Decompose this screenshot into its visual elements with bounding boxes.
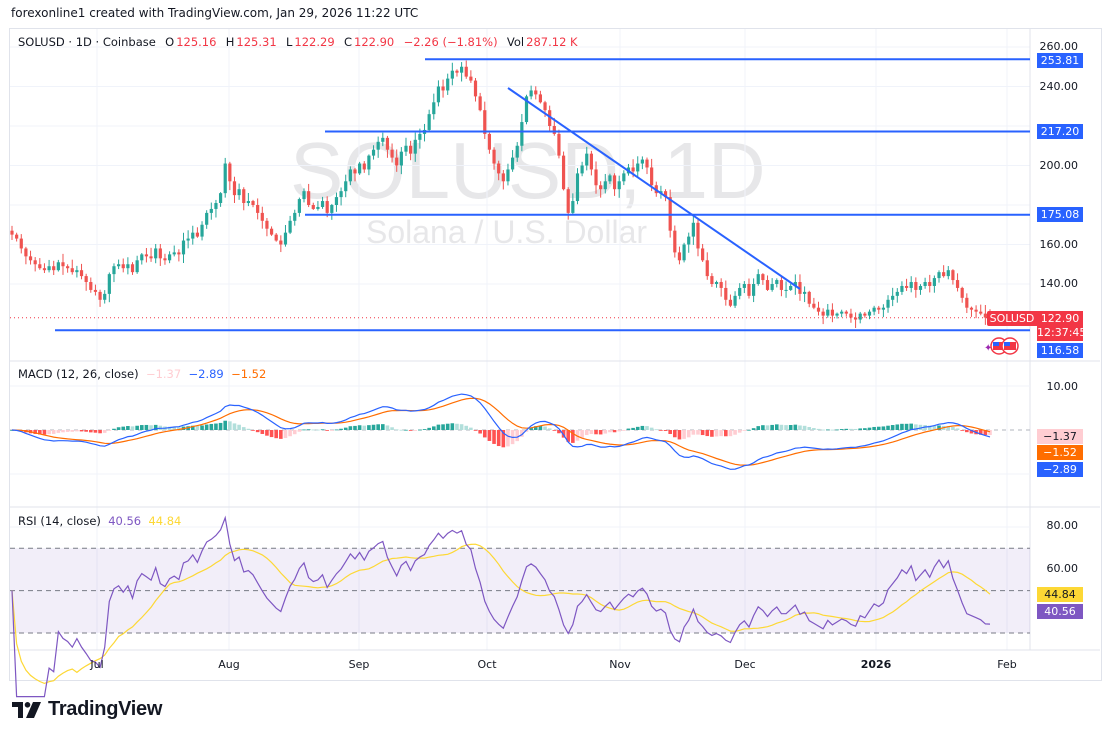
close-value: 122.90 <box>354 35 395 49</box>
time-tick-jul: Jul <box>90 658 104 671</box>
level-tag-217[interactable]: 217.20 <box>1037 124 1083 139</box>
rsi-tag: 40.56 <box>1037 604 1083 619</box>
macd-tick: 10.00 <box>1046 380 1079 393</box>
price-tick: 240.00 <box>1039 80 1079 93</box>
tradingview-logo-icon <box>12 701 41 718</box>
time-tick-dec: Dec <box>734 658 756 671</box>
tradingview-logo-text: TradingView <box>48 698 163 720</box>
level-tag-175[interactable]: 175.08 <box>1037 207 1083 222</box>
macd-line-tag: −2.89 <box>1037 462 1083 477</box>
open-value: 125.16 <box>176 35 217 49</box>
time-tick-2026: 2026 <box>860 658 892 671</box>
last-price-tag: 122.90 12:37:45 <box>1037 311 1087 341</box>
rsi-ma-value: 44.84 <box>148 514 182 528</box>
high-label: H <box>225 35 235 49</box>
macd-histogram-value: −1.37 <box>145 367 182 381</box>
grid-lines <box>10 29 1100 651</box>
macd-line-value: −2.89 <box>188 367 224 381</box>
time-tick-feb: Feb <box>997 658 1017 671</box>
rsi-pane <box>10 515 1030 698</box>
chart-credit: forexonline1 created with TradingView.co… <box>11 6 419 20</box>
tradingview-logo[interactable]: TradingView <box>12 698 162 721</box>
rsi-legend[interactable]: RSI (14, close) 40.56 44.84 <box>18 514 181 528</box>
low-label: L <box>285 35 293 49</box>
time-tick-oct: Oct <box>477 658 497 671</box>
macd-pane <box>10 385 1030 475</box>
price-tick: 140.00 <box>1039 277 1079 290</box>
drawing-overlays[interactable] <box>10 58 1030 332</box>
macd-legend[interactable]: MACD (12, 26, close) −1.37 −2.89 −1.52 <box>18 367 266 381</box>
price-tick: 200.00 <box>1039 159 1079 172</box>
time-tick-nov: Nov <box>609 658 631 671</box>
price-tick: 260.00 <box>1039 40 1079 53</box>
level-tag-116[interactable]: 116.58 <box>1037 343 1083 358</box>
open-label: O <box>165 35 175 49</box>
candlestick-series <box>10 60 992 328</box>
rsi-title: RSI (14, close) <box>18 514 101 528</box>
high-value: 125.31 <box>236 35 277 49</box>
chart-frame[interactable] <box>9 28 1102 681</box>
time-tick-sep: Sep <box>348 658 370 671</box>
symbol-legend[interactable]: SOLUSD · 1D · Coinbase O 125.16 H 125.31 L… <box>18 35 580 49</box>
svg-text:✦: ✦ <box>984 343 992 354</box>
volume-label: Vol <box>506 35 525 49</box>
symbol-label[interactable]: SOLUSD · 1D · Coinbase <box>18 35 156 49</box>
economic-events-icon[interactable]: ✦ <box>984 336 1026 356</box>
symbol-price-tag: SOLUSD <box>987 311 1037 326</box>
price-tick: 160.00 <box>1039 238 1079 251</box>
rsi-value: 40.56 <box>108 514 142 528</box>
change-value: −2.26 (−1.81%) <box>403 35 498 49</box>
macd-title: MACD (12, 26, close) <box>18 367 139 381</box>
volume-value: 287.12 K <box>526 35 578 49</box>
low-value: 122.29 <box>294 35 335 49</box>
macd-histogram-tag: −1.37 <box>1037 429 1083 444</box>
time-tick-aug: Aug <box>218 658 240 671</box>
macd-signal-tag: −1.52 <box>1037 445 1083 460</box>
last-price-value: 122.90 <box>1040 312 1080 325</box>
bar-countdown: 12:37:45 <box>1037 326 1087 339</box>
macd-signal-value: −1.52 <box>231 367 267 381</box>
level-tag-253[interactable]: 253.81 <box>1037 53 1083 68</box>
close-label: C <box>343 35 352 49</box>
rsi-ma-tag: 44.84 <box>1037 587 1083 602</box>
rsi-tick: 60.00 <box>1046 562 1079 575</box>
rsi-tick: 80.00 <box>1046 519 1079 532</box>
